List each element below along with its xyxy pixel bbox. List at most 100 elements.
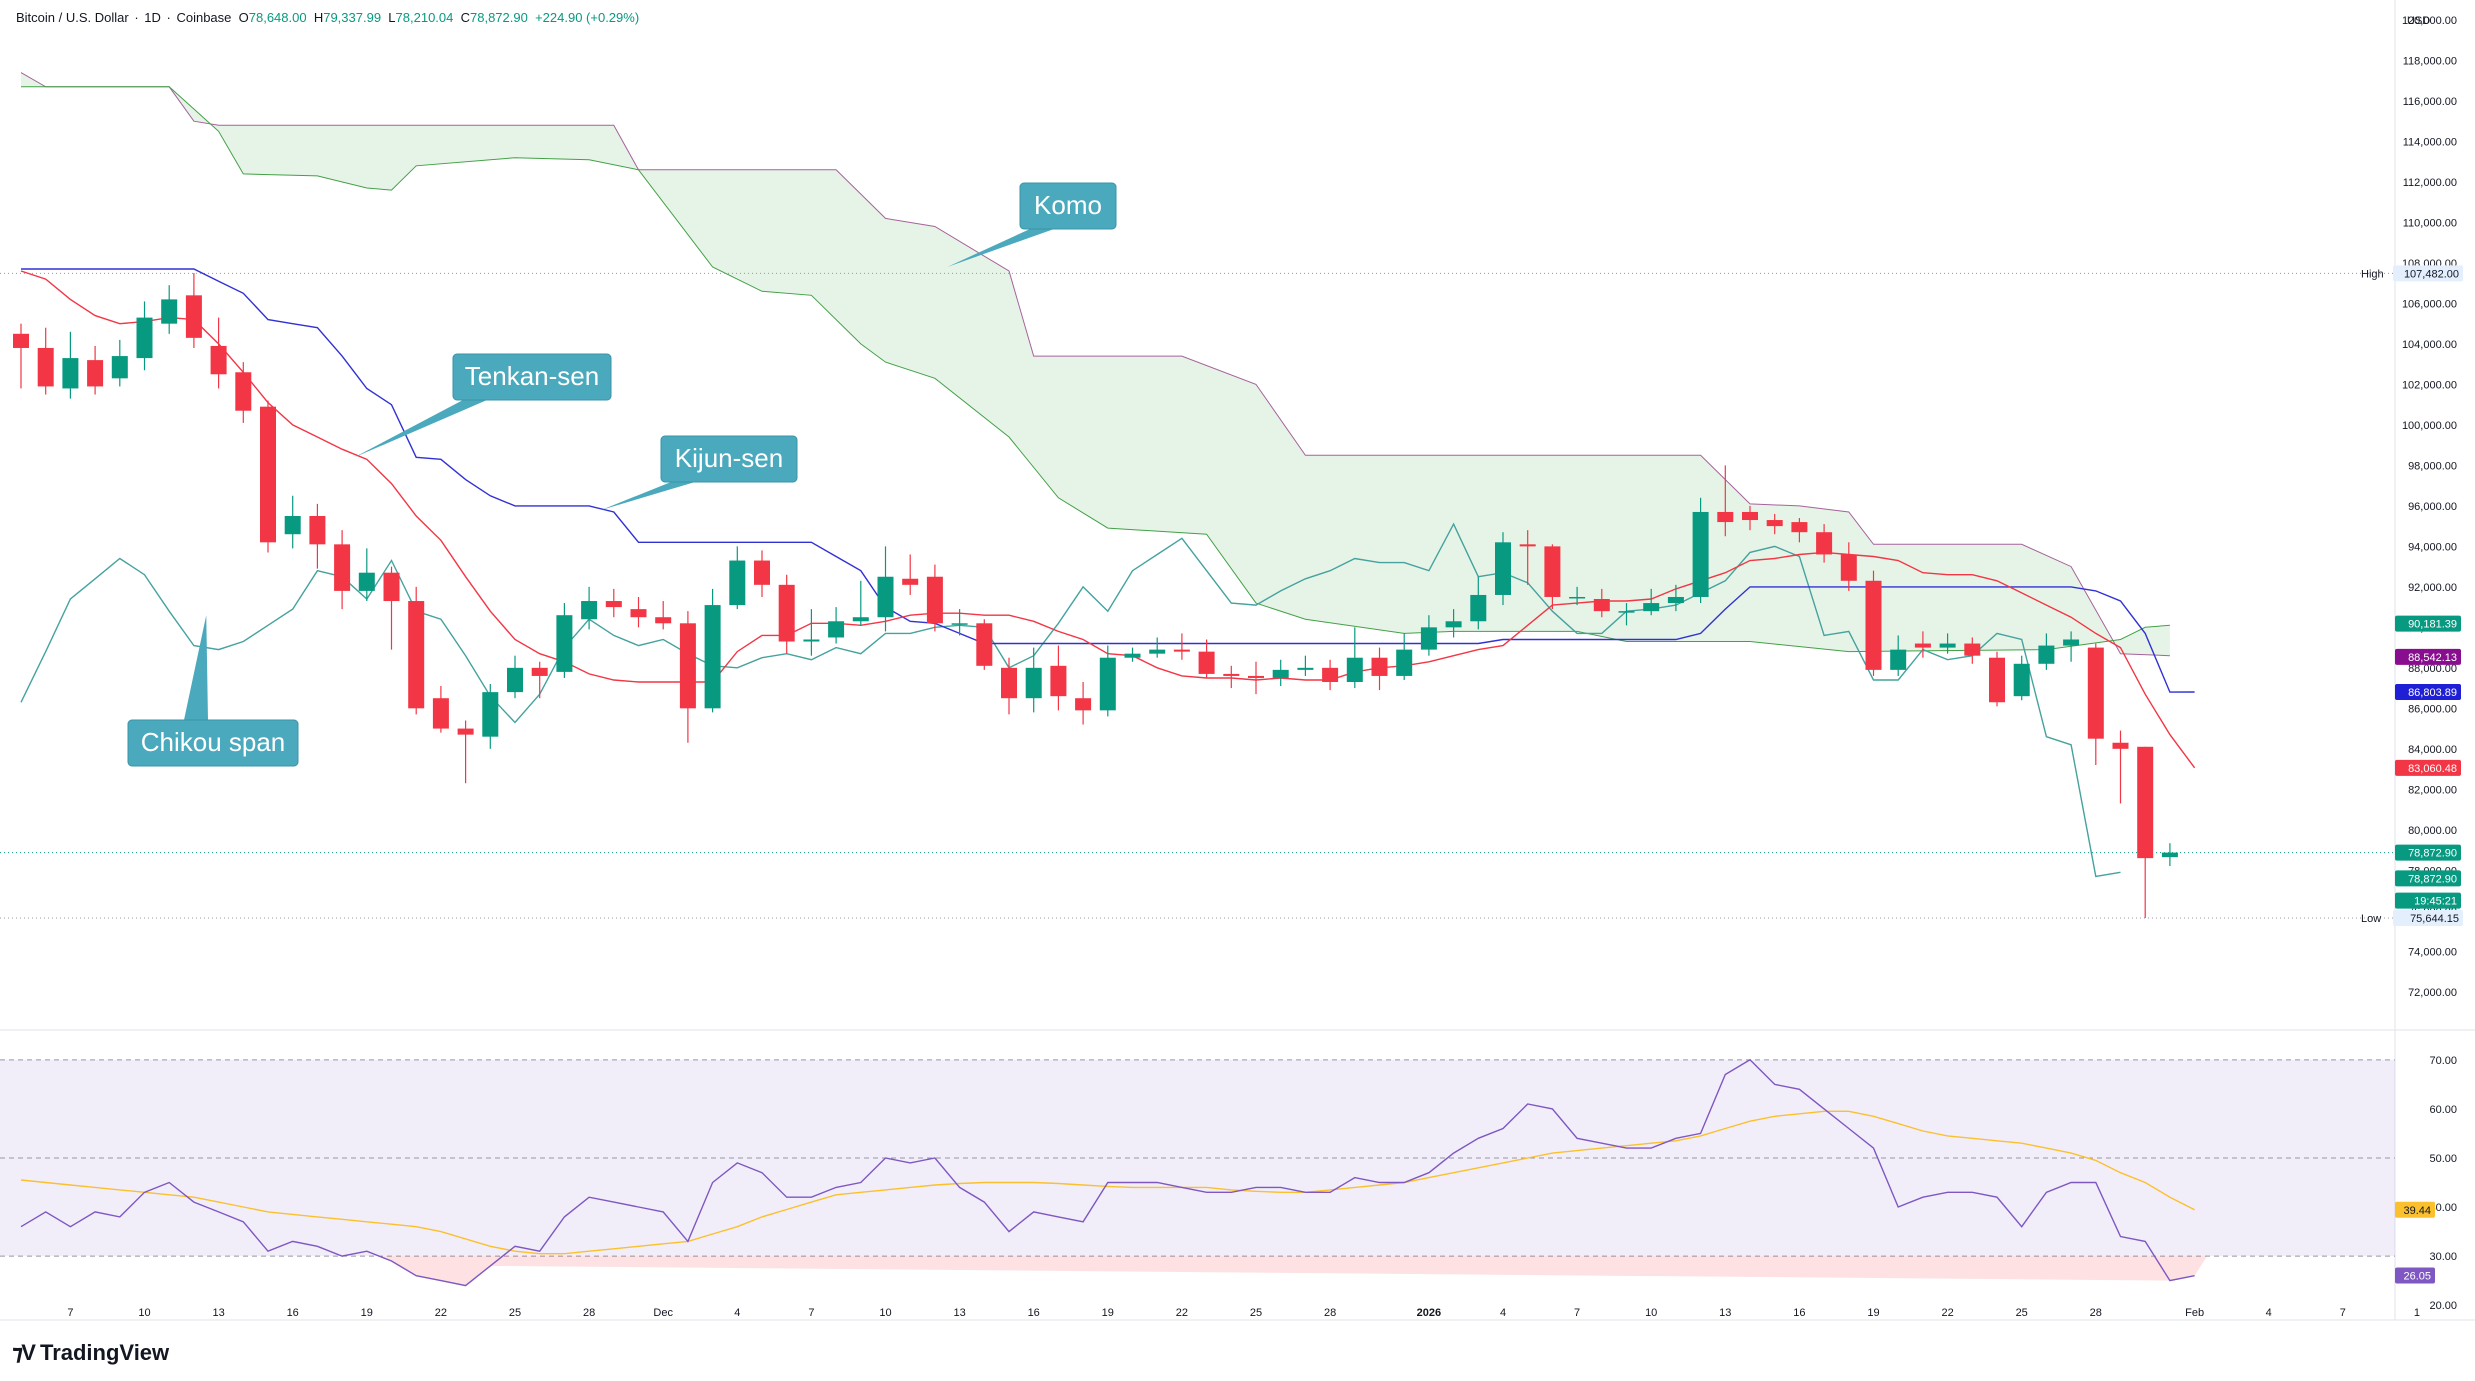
price-tick-label: 74,000.00 [2408,946,2457,958]
price-tick-label: 102,000.00 [2402,379,2457,391]
high-label: H [313,10,324,25]
price-tick-label: 96,000.00 [2408,501,2457,513]
time-tick-label: 25 [1250,1307,1262,1319]
price-label-box-kijun [2395,684,2461,701]
rsi-tick-label: 40.00 [2429,1202,2457,1214]
candle-body [136,317,153,359]
rsi-value-label: 26.05 [2403,1270,2431,1282]
callout-text-chikou-span: Chikou span [141,727,286,757]
low-value-label: 75,644.15 [2410,913,2459,925]
time-tick-label: 28 [2090,1307,2102,1319]
candle-body [334,544,351,591]
candle-body [951,623,968,625]
candle-body [1667,596,1684,604]
symbol-name[interactable]: Bitcoin / U.S. Dollar [16,10,129,25]
time-tick-label: 10 [879,1307,891,1319]
candle-body [111,356,128,379]
time-tick-label: 7 [67,1307,73,1319]
candle-body [704,605,721,709]
price-tick-label: 116,000.00 [2403,96,2457,108]
callout-pointer-komo [947,229,1054,267]
candle-body [1371,657,1388,676]
rsi-ma-line [20,1110,2195,1255]
time-tick-label: 28 [1324,1307,1336,1319]
time-tick-label: 16 [1028,1307,1040,1319]
candle-body [37,347,54,387]
candle-body [1322,667,1339,683]
price-tick-label: 114,000.00 [2403,136,2457,148]
price-tick-label: 120,000.00 [2402,15,2457,27]
tradingview-logo[interactable]: ⁊V TradingView [12,1340,169,1366]
candle-body [1890,649,1907,670]
rsi-line [20,1058,2195,1287]
callout-pointer-kijun-sen [601,482,695,510]
time-tick-label: 16 [1793,1307,1805,1319]
candle-body [1964,643,1981,656]
candle-body [655,617,672,624]
price-label-box-senkou [2395,615,2461,632]
candle-body [210,345,227,375]
candle-body [2087,647,2104,739]
interval[interactable]: 1D [144,10,161,25]
time-tick-label: Feb [2185,1307,2204,1319]
price-tick-label: 94,000.00 [2408,541,2457,553]
price-tick-label: 104,000.00 [2402,339,2457,351]
callout-pointer-chikou-span [184,615,208,720]
low-marker-label: Low [2361,913,2381,925]
price-tick-label: 84,000.00 [2408,744,2457,756]
time-tick-label: 25 [509,1307,521,1319]
candle-body [852,617,869,622]
price-tick-label: 98,000.00 [2408,460,2457,472]
close-value: 78,872.90 [470,10,528,25]
callout-text-komo: Komo [1034,190,1102,220]
high-marker-label: High [2361,268,2384,280]
low-value: 78,210.04 [395,10,454,25]
rsi-tick-label: 60.00 [2429,1104,2457,1116]
price-tick-label: 86,000.00 [2408,703,2457,715]
low-label: L [388,10,396,25]
candle-body [1001,667,1017,699]
high-value: 79,337.99 [323,10,382,25]
candle-body [185,295,202,338]
rsi-oversold-fill [379,1256,2207,1286]
candle-body [1248,675,1264,678]
candle-body [1742,511,1758,521]
exchange: Coinbase [176,10,232,25]
candle-body [1025,667,1042,699]
candle-body [828,621,845,638]
candle-body [260,406,276,543]
candle-body [754,560,770,585]
price-label-timer: 19:45:21 [2414,896,2457,908]
senkou-span-a-line [21,86,2170,653]
candle-body [1075,698,1092,711]
candle-body [556,615,573,672]
candle-body [13,333,29,348]
callout-box-chikou-span [127,719,299,767]
time-tick-label: 13 [212,1307,224,1319]
time-tick-label: 7 [1574,1307,1580,1319]
rsi-ma-value-label: 39.44 [2403,1205,2431,1217]
rsi-tick-label: 30.00 [2429,1251,2457,1263]
candle-body [1346,657,1363,683]
kumo-cloud [21,72,2170,656]
candle-body [1173,649,1190,652]
candle-body [87,360,104,387]
time-tick-label: 10 [1645,1307,1657,1319]
chikou-span-line [20,522,2121,878]
candle-body [482,692,499,737]
price-tick-label: 72,000.00 [2408,987,2457,999]
candle-body [1396,649,1413,676]
callout-box-kijun-sen [660,435,798,483]
candle-body [309,516,326,545]
candle-body [1791,522,1808,533]
price-tick-label: 88,000.00 [2408,663,2457,675]
price-tick-label: 112,000.00 [2403,177,2457,189]
price-tick-label: 118,000.00 [2403,55,2457,67]
price-tick-label: 92,000.00 [2408,582,2457,594]
price-label-chikou: 78,872.90 [2408,873,2457,885]
candle-body [2038,645,2055,664]
price-label-senkou: 88,542.13 [2408,652,2457,664]
candle-body [1865,580,1882,670]
time-tick-label: 13 [953,1307,965,1319]
